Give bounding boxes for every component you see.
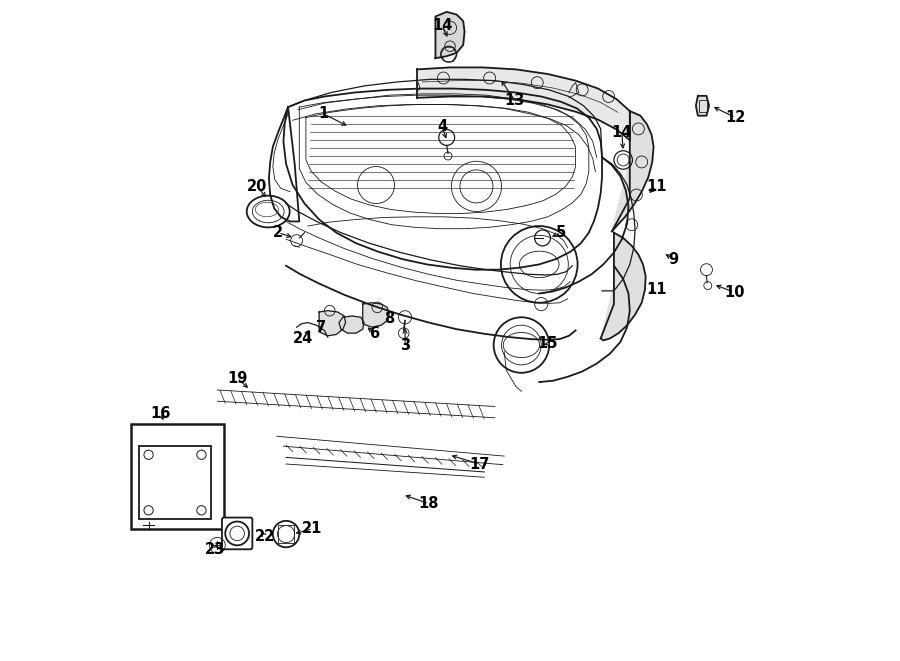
Bar xyxy=(140,446,211,519)
Text: 10: 10 xyxy=(724,285,744,299)
Text: 18: 18 xyxy=(418,496,439,511)
Text: 23: 23 xyxy=(205,543,226,557)
Text: 8: 8 xyxy=(384,311,394,326)
Text: 17: 17 xyxy=(470,457,490,471)
Polygon shape xyxy=(363,303,389,327)
Polygon shape xyxy=(417,67,630,140)
Polygon shape xyxy=(436,12,464,58)
Text: 13: 13 xyxy=(505,93,525,108)
Text: 7: 7 xyxy=(316,320,326,334)
Text: 15: 15 xyxy=(537,336,558,351)
Bar xyxy=(278,525,294,543)
Polygon shape xyxy=(600,233,645,340)
Polygon shape xyxy=(339,316,365,333)
Text: 14: 14 xyxy=(612,125,632,139)
Text: 14: 14 xyxy=(432,18,453,32)
Text: 4: 4 xyxy=(437,120,447,134)
Text: 5: 5 xyxy=(556,225,566,240)
FancyBboxPatch shape xyxy=(222,518,252,549)
Polygon shape xyxy=(320,311,346,336)
Polygon shape xyxy=(696,96,709,116)
Text: 11: 11 xyxy=(646,179,667,194)
Text: 19: 19 xyxy=(227,371,248,385)
Text: 21: 21 xyxy=(302,522,323,536)
Text: 11: 11 xyxy=(646,282,667,297)
Text: 1: 1 xyxy=(318,106,328,121)
Text: 12: 12 xyxy=(725,110,746,125)
Bar xyxy=(699,100,707,112)
Text: 24: 24 xyxy=(293,331,313,346)
Text: 20: 20 xyxy=(247,179,267,194)
Text: 9: 9 xyxy=(669,252,679,266)
Text: 22: 22 xyxy=(255,529,275,544)
Text: 16: 16 xyxy=(150,406,171,420)
Text: 3: 3 xyxy=(400,338,410,352)
Text: 2: 2 xyxy=(273,225,284,240)
Text: 6: 6 xyxy=(370,327,380,341)
Bar xyxy=(131,424,224,529)
Polygon shape xyxy=(612,111,653,231)
